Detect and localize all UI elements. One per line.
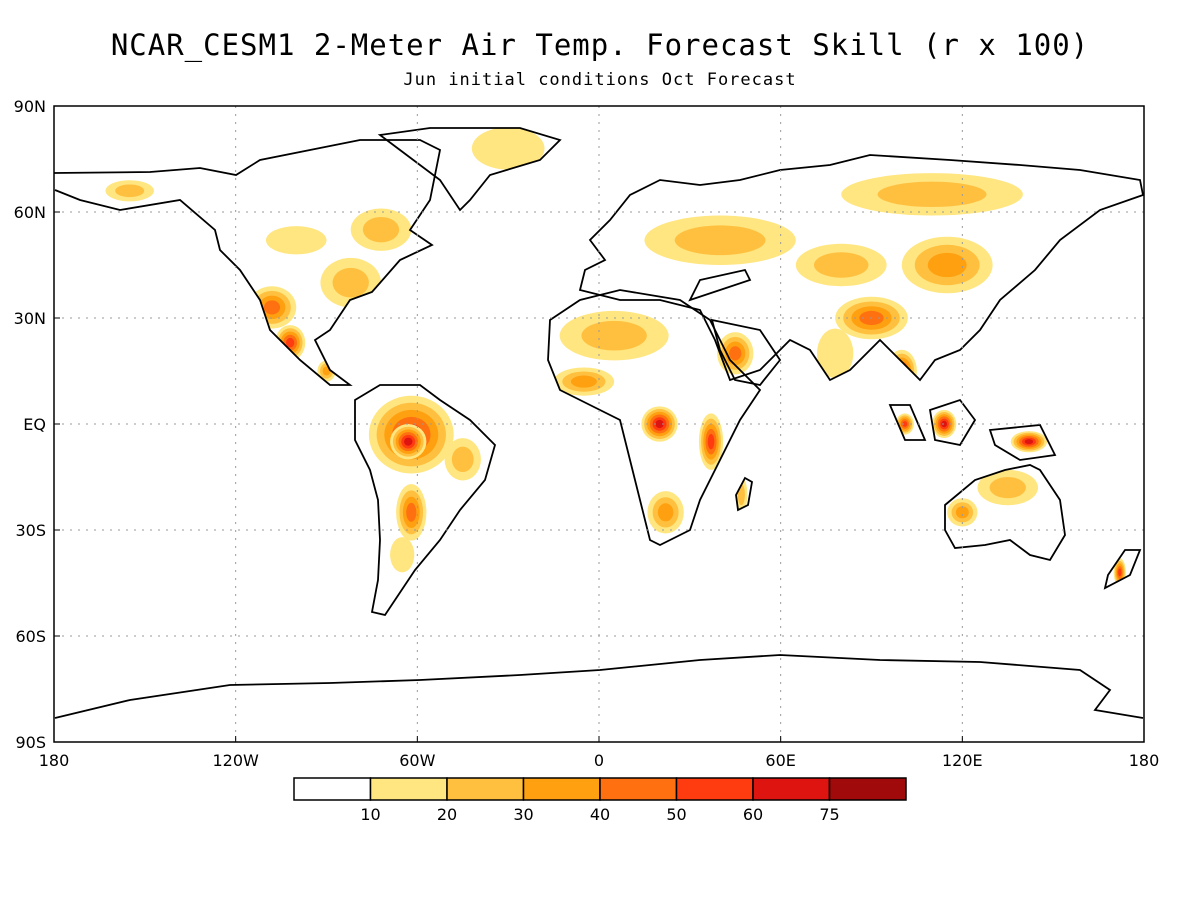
skill-region-sahel-west-level-3 — [570, 375, 597, 388]
colorbar-swatch — [828, 777, 907, 801]
lat-label: 90S — [15, 733, 46, 752]
skill-region-brazil-east-level-2 — [451, 446, 474, 473]
skill-region-sumatra-level-5 — [902, 421, 908, 427]
colorbar-label: 75 — [819, 805, 839, 824]
lon-label: 60W — [399, 751, 435, 770]
skill-region-sahara-level-2 — [581, 320, 647, 351]
skill-region-new-zealand-level-5 — [1118, 568, 1122, 577]
lon-label: 120E — [942, 751, 983, 770]
colorbar-swatch — [752, 777, 831, 801]
skill-region-canada-south-level-1 — [265, 226, 327, 255]
skill-region-argentina-level-1 — [390, 537, 415, 573]
colorbar: 10 20 30 40 50 60 75 — [293, 777, 907, 824]
lat-label: 30N — [14, 309, 46, 328]
colorbar-label: 30 — [513, 805, 533, 824]
coastlines — [53, 127, 1145, 719]
colorbar-swatch — [369, 777, 448, 801]
colorbar-label: 50 — [666, 805, 686, 824]
skill-region-greenland-east-level-1 — [471, 128, 545, 170]
lon-label: 60E — [765, 751, 795, 770]
chart-title: NCAR_CESM1 2-Meter Air Temp. Forecast Sk… — [110, 28, 1090, 62]
lat-label: EQ — [23, 415, 46, 434]
skill-region-us-east-level-2 — [332, 267, 369, 298]
skill-region-southern-africa-level-3 — [657, 503, 674, 522]
colorbar-swatch — [522, 777, 601, 801]
skill-region-amazon-core-level-6 — [404, 437, 413, 446]
skill-region-central-asia-level-2 — [813, 252, 869, 278]
skill-region-alaska-level-2 — [115, 184, 145, 198]
colorbar-swatch — [599, 777, 678, 801]
skill-region-mongolia-level-3 — [927, 252, 967, 278]
lon-label: 180 — [1129, 751, 1160, 770]
skill-region-east-africa-level-5 — [707, 433, 715, 450]
lat-label: 90N — [14, 97, 46, 116]
skill-region-europe-russia-level-2 — [674, 225, 766, 256]
skill-region-hudson-labrador-level-2 — [362, 216, 400, 243]
colorbar-label: 10 — [360, 805, 380, 824]
skill-region-arabia-level-4 — [729, 346, 742, 361]
skill-region-new-guinea-level-6 — [1024, 439, 1034, 445]
skill-region-borneo-level-6 — [941, 420, 947, 428]
skill-region-australia-west-level-3 — [955, 506, 969, 519]
lat-label: 60N — [14, 203, 46, 222]
skill-region-bolivia-paraguay-level-4 — [406, 502, 417, 522]
colorbar-label: 20 — [437, 805, 457, 824]
lat-label: 60S — [15, 627, 46, 646]
colorbar-swatch — [293, 777, 372, 801]
chart-subtitle: Jun initial conditions Oct Forecast — [403, 70, 797, 90]
lon-label: 120W — [212, 751, 259, 770]
skill-region-us-southwest-level-4 — [263, 300, 281, 315]
skill-region-siberia-level-2 — [877, 181, 987, 208]
lon-label: 0 — [594, 751, 604, 770]
lat-label: 30S — [15, 521, 46, 540]
grid-lines — [54, 106, 1144, 742]
skill-region-mexico-level-5 — [286, 337, 295, 348]
colorbar-swatch — [675, 777, 754, 801]
lon-label: 180 — [39, 751, 70, 770]
colorbar-swatch — [446, 777, 525, 801]
colorbar-label: 60 — [743, 805, 763, 824]
skill-region-congo-level-6 — [655, 419, 664, 429]
colorbar-label: 40 — [590, 805, 610, 824]
skill-region-australia-north-level-2 — [989, 477, 1026, 499]
skill-region-india-level-1 — [817, 328, 854, 379]
